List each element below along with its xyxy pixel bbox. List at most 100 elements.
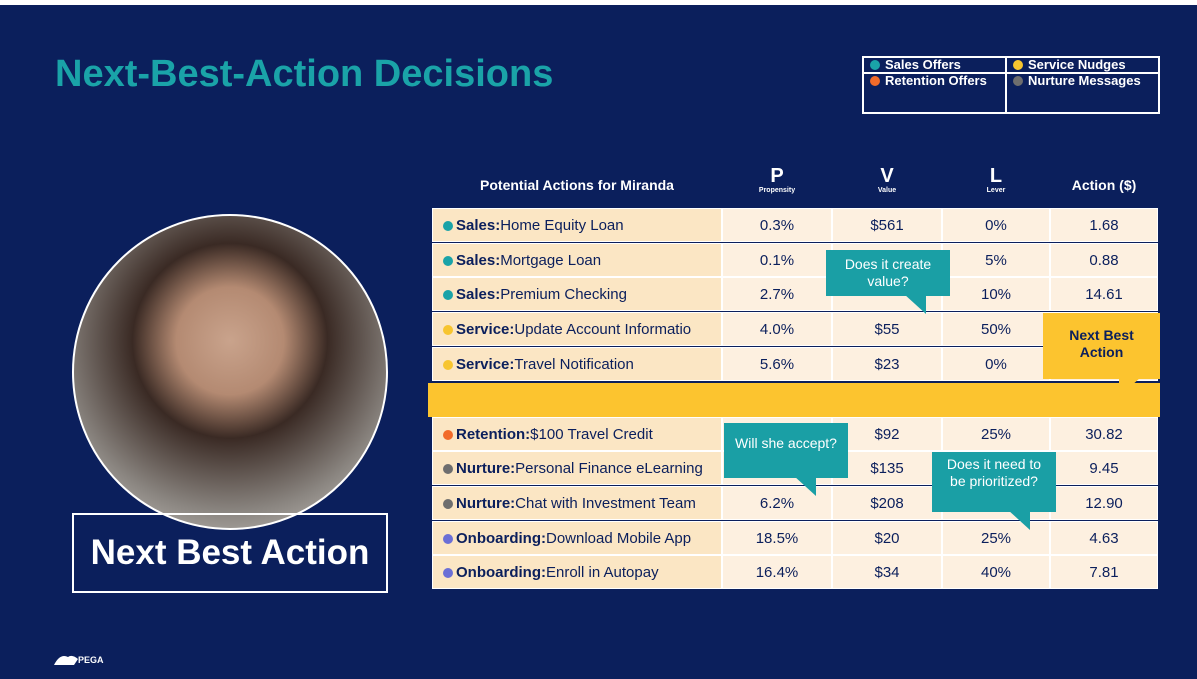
column-header: L Lever (942, 165, 1050, 205)
cell: $92 (832, 416, 942, 451)
cell: 0.3% (722, 208, 832, 242)
cell: 4.0% (722, 312, 832, 347)
column-header: Potential Actions for Miranda (432, 165, 722, 205)
cell: 18.5% (722, 520, 832, 555)
cell: 25% (942, 520, 1050, 555)
row-dot (443, 429, 453, 440)
logo-icon (54, 655, 78, 665)
callout-text: Does it create value? (844, 256, 932, 289)
column-title: Potential Actions for Miranda (480, 177, 674, 193)
callout: Will she accept? (724, 423, 848, 496)
legend-dot (1013, 60, 1023, 70)
highlight-row (428, 383, 1160, 417)
cell: 5% (942, 242, 1050, 277)
column-title: Action ($) (1071, 177, 1137, 193)
cell: 30.82 (1050, 416, 1158, 451)
row-name: Sales:Premium Checking (432, 277, 722, 312)
cell: 2.7% (722, 277, 832, 312)
row-name: Onboarding:Enroll in Autopay (432, 555, 722, 590)
callout: Does it create value? (826, 250, 950, 314)
row-dot (443, 533, 453, 544)
row-dot (443, 325, 453, 336)
cell: 4.63 (1050, 520, 1158, 555)
cell: 14.61 (1050, 277, 1158, 312)
row-category: Service: (456, 321, 515, 339)
cell: 0% (942, 346, 1050, 381)
profile-photo (72, 214, 388, 530)
cell: 10% (942, 277, 1050, 312)
row-category: Onboarding: (456, 564, 546, 582)
legend-dot (870, 60, 880, 70)
legend-item: Nurture Messages (1006, 73, 1159, 113)
row-dot (443, 255, 453, 266)
row-label: Mortgage Loan (500, 251, 602, 269)
row-name: Service:Update Account Informatio (432, 312, 722, 347)
cell: $561 (832, 208, 942, 242)
cell: 9.45 (1050, 451, 1158, 486)
row-dot (443, 464, 453, 475)
legend-label: Retention Offers (885, 73, 987, 88)
column-header: Action ($) (1050, 165, 1158, 205)
row-category: Sales: (456, 217, 501, 234)
row-name: Nurture:Chat with Investment Team (432, 485, 722, 520)
row-label: Premium Checking (500, 286, 627, 304)
row-dot (443, 568, 453, 579)
cell: 12.90 (1050, 485, 1158, 520)
row-name: Sales:Mortgage Loan (432, 242, 722, 277)
row-label: Home Equity Loan (500, 217, 624, 234)
callout-text: Will she accept? (735, 435, 837, 451)
legend-label: Sales Offers (885, 57, 961, 72)
row-name: Sales:Home Equity Loan (432, 208, 722, 242)
cell: 50% (942, 312, 1050, 347)
cell: $20 (832, 520, 942, 555)
row-name: Service:Travel Notification (432, 346, 722, 381)
row-name: Nurture:Personal Finance eLearning (432, 451, 722, 486)
cell: $135 (832, 451, 942, 486)
callout: Next Best Action (1043, 313, 1160, 397)
callout-text: Next Best Action (1069, 327, 1134, 360)
legend-item: Retention Offers (863, 73, 1006, 113)
row-dot (443, 221, 453, 231)
row-label: Enroll in Autopay (546, 564, 659, 582)
row-category: Service: (456, 355, 515, 373)
cell: $34 (832, 555, 942, 590)
row-category: Sales: (456, 286, 501, 304)
legend-label: Service Nudges (1028, 57, 1126, 72)
row-category: Nurture: (456, 494, 516, 512)
row-category: Onboarding: (456, 529, 546, 547)
row-category: Retention: (456, 425, 531, 443)
column-subtitle: Propensity (758, 187, 796, 194)
row-label: Personal Finance eLearning (515, 460, 703, 478)
cell: 25% (942, 416, 1050, 451)
row-label: $100 Travel Credit (530, 425, 653, 443)
cell: 16.4% (722, 555, 832, 590)
row-dot (443, 290, 453, 301)
legend-dot (870, 76, 880, 86)
row-category: Nurture: (456, 460, 516, 478)
legend-item: Sales Offers (863, 57, 1006, 73)
legend-dot (1013, 76, 1023, 86)
title: Next-Best-Action Decisions (55, 53, 554, 95)
legend-item: Service Nudges (1006, 57, 1159, 73)
cell: 40% (942, 555, 1050, 590)
cell: 0% (942, 208, 1050, 242)
row-label: Travel Notification (514, 355, 634, 373)
row-label: Chat with Investment Team (515, 494, 696, 512)
row-label: Update Account Informatio (514, 321, 692, 339)
column-header: P Propensity (722, 165, 832, 205)
cell: $208 (832, 485, 942, 520)
logo: PEGA (78, 655, 104, 665)
column-title: V (880, 165, 894, 187)
row-label: Download Mobile App (546, 529, 692, 547)
cell: 5.6% (722, 346, 832, 381)
row-name: Retention:$100 Travel Credit (432, 416, 722, 451)
cell: $55 (832, 312, 942, 347)
slide: Next-Best-Action Decisions Sales Offers S… (0, 5, 1197, 679)
profile-caption: Next Best Action (72, 513, 388, 593)
row-dot (443, 498, 453, 509)
legend: Sales Offers Service Nudges Retention Offe… (862, 56, 1160, 114)
callout-text: Does it need to be prioritized? (946, 456, 1042, 489)
callout: Does it need to be prioritized? (932, 452, 1056, 530)
cell: 1.68 (1050, 208, 1158, 242)
